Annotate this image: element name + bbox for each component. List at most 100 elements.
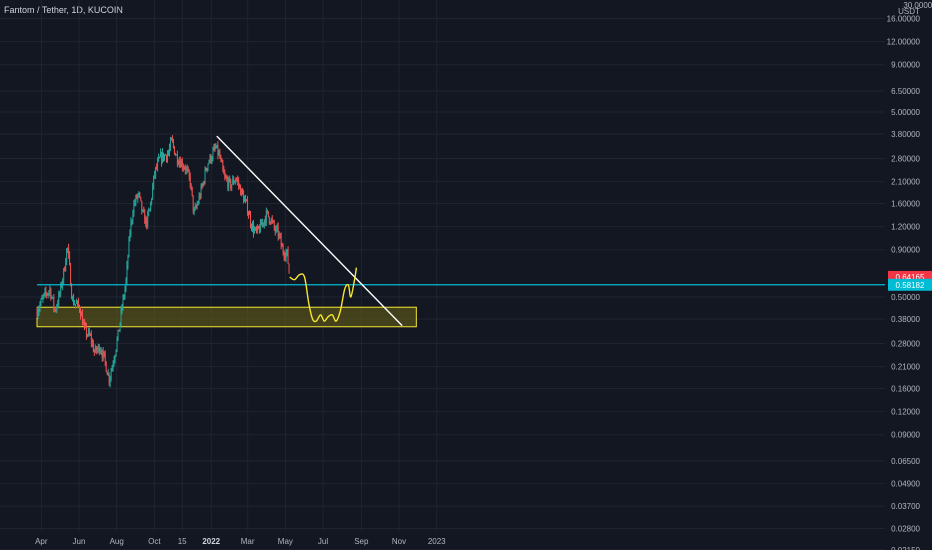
candle-body xyxy=(112,364,114,367)
candle-body xyxy=(104,353,106,362)
candle-body xyxy=(66,248,68,263)
y-tick-label: 1.20000 xyxy=(891,223,920,232)
candle-body xyxy=(281,245,283,248)
candle-body xyxy=(228,178,230,188)
candle-body xyxy=(160,153,161,158)
candle-body xyxy=(253,224,254,233)
candle-body xyxy=(156,167,158,169)
candle-body xyxy=(178,161,180,164)
candle-body xyxy=(119,322,121,332)
candle-body xyxy=(221,159,223,163)
candle-body xyxy=(269,222,271,224)
candle-body xyxy=(97,345,99,350)
candle-body xyxy=(271,218,273,221)
candle-body xyxy=(82,313,83,325)
candle-body xyxy=(171,138,172,141)
candle-body xyxy=(240,185,242,196)
x-tick-label: 2023 xyxy=(428,537,446,546)
candle-body xyxy=(78,300,79,306)
candle-body xyxy=(56,306,58,311)
candle-body xyxy=(164,154,165,160)
candle-body xyxy=(150,202,152,210)
candle-body xyxy=(142,210,144,212)
candle-body xyxy=(180,161,182,167)
candle-body xyxy=(138,192,140,195)
candle-body xyxy=(273,221,275,228)
candle-body xyxy=(110,371,112,378)
candle-body xyxy=(144,211,146,224)
candle-body xyxy=(44,290,46,294)
candle-body xyxy=(145,218,147,224)
x-tick-label: Aug xyxy=(110,537,124,546)
axis-currency-label: USDT xyxy=(898,7,920,16)
candle-body xyxy=(140,196,142,201)
last-price-label: 0.64165 xyxy=(896,273,925,282)
candle-body xyxy=(211,158,213,162)
candle-body xyxy=(115,349,117,356)
candle-body xyxy=(117,329,119,340)
y-tick-label: 0.02150 xyxy=(891,546,920,550)
candle-body xyxy=(175,154,177,156)
candle-body xyxy=(205,169,207,171)
candle-body xyxy=(270,218,272,224)
candle-body xyxy=(182,167,184,169)
candle-body xyxy=(124,288,126,297)
x-tick-label: May xyxy=(278,537,293,546)
chart-title: Fantom / Tether, 1D, KUCOIN xyxy=(4,5,123,15)
candle-body xyxy=(237,179,239,182)
candle-body xyxy=(116,339,118,350)
candle-body xyxy=(53,297,55,308)
candle-body xyxy=(77,300,78,304)
candle-body xyxy=(255,227,256,230)
candle-body xyxy=(130,221,132,234)
candle-body xyxy=(134,203,136,204)
candle-body xyxy=(259,221,261,233)
candle-body xyxy=(192,195,194,212)
candle-body xyxy=(246,199,247,201)
candle-body xyxy=(173,140,174,147)
candle-body xyxy=(68,248,70,255)
candle-body xyxy=(215,147,217,149)
candle-body xyxy=(129,233,131,238)
candle-body xyxy=(136,195,138,199)
candle-body xyxy=(245,199,246,200)
candle-body xyxy=(92,342,94,352)
candle-body xyxy=(126,264,128,281)
candle-body xyxy=(206,168,208,171)
candle-body xyxy=(251,224,252,230)
candle-body xyxy=(70,264,72,287)
candle-body xyxy=(43,293,45,297)
candle-body xyxy=(99,350,101,353)
candle-body xyxy=(238,181,240,186)
y-tick-label: 0.28000 xyxy=(891,340,920,349)
y-tick-label: 2.10000 xyxy=(891,178,920,187)
candle-body xyxy=(275,227,277,232)
candle-body xyxy=(50,288,52,299)
candle-body xyxy=(179,161,181,167)
candle-body xyxy=(122,297,124,308)
candle-body xyxy=(147,212,149,227)
x-tick-label: Apr xyxy=(35,537,48,546)
candle-body xyxy=(86,326,87,336)
candle-body xyxy=(174,154,176,156)
candle-body xyxy=(177,163,179,164)
candle-body xyxy=(72,297,73,299)
candle-body xyxy=(113,360,115,365)
candle-body xyxy=(254,229,255,233)
y-tick-label: 0.09000 xyxy=(891,431,920,440)
candle-body xyxy=(87,335,88,336)
candle-body xyxy=(47,293,49,295)
candle-body xyxy=(118,329,120,332)
candle-body xyxy=(222,162,224,170)
candle-body xyxy=(223,169,225,175)
candle-body xyxy=(100,350,102,354)
candle-body xyxy=(149,209,151,211)
candle-body xyxy=(123,296,125,298)
candle-body xyxy=(256,227,257,232)
candle-body xyxy=(88,330,89,336)
candle-body xyxy=(194,206,196,211)
candle-body xyxy=(233,179,235,184)
x-tick-label: Mar xyxy=(241,537,255,546)
candle-body xyxy=(278,233,280,237)
